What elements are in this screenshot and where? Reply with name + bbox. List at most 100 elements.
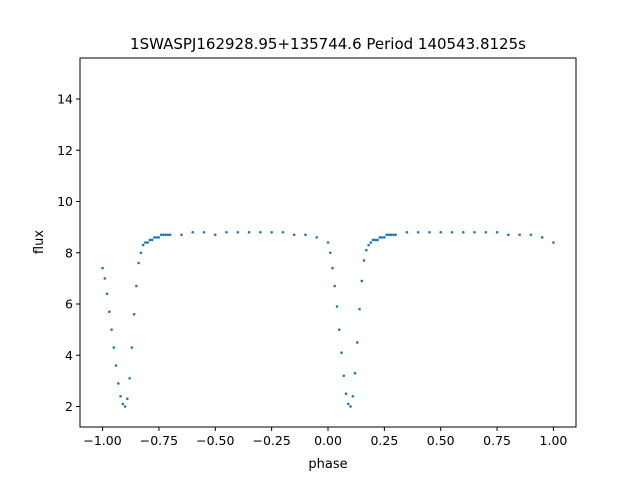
data-point xyxy=(101,266,104,270)
data-point xyxy=(155,236,158,239)
x-tick-label: −0.75 xyxy=(140,433,178,448)
x-tick-label: −0.25 xyxy=(252,433,290,448)
data-point xyxy=(529,233,533,237)
data-point xyxy=(383,236,386,239)
data-point xyxy=(202,230,206,234)
data-point xyxy=(123,405,127,408)
data-point xyxy=(164,233,167,237)
data-point xyxy=(349,405,352,408)
data-point xyxy=(394,233,397,237)
x-tick-label: 0.75 xyxy=(483,433,511,448)
data-point xyxy=(270,230,273,234)
data-point xyxy=(428,230,431,234)
data-point xyxy=(335,305,339,308)
data-point xyxy=(333,284,337,288)
data-point xyxy=(126,397,129,401)
data-point xyxy=(376,238,379,242)
data-point xyxy=(281,230,285,234)
y-axis-label: flux xyxy=(32,230,47,254)
data-point xyxy=(387,233,391,237)
data-point xyxy=(103,277,107,280)
data-point xyxy=(392,233,395,237)
y-tick-label: 10 xyxy=(57,194,73,209)
data-point xyxy=(157,236,161,239)
x-tick-label: 0.50 xyxy=(427,433,455,448)
data-point xyxy=(137,261,140,265)
data-point xyxy=(360,279,364,283)
x-tick-label: 0.00 xyxy=(314,433,342,448)
data-point xyxy=(374,238,377,242)
data-point xyxy=(150,238,154,242)
data-point xyxy=(146,241,149,244)
x-tick-label: 0.25 xyxy=(370,433,398,448)
data-point xyxy=(328,251,332,255)
data-point xyxy=(144,241,147,244)
data-point xyxy=(450,230,454,234)
data-point xyxy=(365,248,368,252)
data-point xyxy=(191,230,195,234)
data-point xyxy=(110,328,113,331)
data-point xyxy=(378,236,382,239)
data-point xyxy=(117,382,120,385)
chart-title: 1SWASPJ162928.95+135744.6 Period 140543.… xyxy=(130,35,526,53)
data-point xyxy=(540,236,544,239)
data-points xyxy=(101,230,555,408)
data-point xyxy=(351,394,355,398)
data-point xyxy=(141,243,145,247)
data-point xyxy=(340,351,343,354)
x-tick-label: −1.00 xyxy=(83,433,121,448)
data-point xyxy=(108,310,111,313)
data-point xyxy=(337,328,341,331)
data-point xyxy=(346,402,350,406)
y-tick-label: 6 xyxy=(65,297,73,312)
data-point xyxy=(353,371,357,375)
data-point xyxy=(292,233,296,237)
data-point xyxy=(362,259,366,262)
y-tick-label: 4 xyxy=(65,348,73,363)
data-point xyxy=(168,233,172,237)
data-point xyxy=(162,233,165,237)
data-point xyxy=(518,233,521,237)
data-point xyxy=(259,230,262,234)
y-tick-label: 14 xyxy=(57,92,73,107)
data-point xyxy=(213,233,217,237)
y-tick-label: 2 xyxy=(65,399,73,414)
data-point xyxy=(405,230,409,234)
x-axis-label: phase xyxy=(308,457,347,472)
data-point xyxy=(326,241,330,244)
data-point xyxy=(180,233,183,237)
data-point xyxy=(380,236,384,239)
data-point xyxy=(389,233,393,237)
data-point xyxy=(148,238,152,242)
data-point xyxy=(344,392,348,395)
data-point xyxy=(304,233,307,237)
data-point xyxy=(484,230,488,234)
data-point xyxy=(367,243,370,247)
data-point xyxy=(225,230,228,234)
data-point xyxy=(356,341,359,344)
data-point xyxy=(121,402,125,406)
data-point xyxy=(331,266,334,270)
data-point xyxy=(119,394,122,398)
data-point xyxy=(139,251,143,255)
y-tick-label: 12 xyxy=(57,143,73,158)
data-point xyxy=(416,230,420,234)
data-point xyxy=(236,230,240,234)
data-point xyxy=(132,312,136,316)
x-tick-label: 1.00 xyxy=(540,433,568,448)
data-point xyxy=(371,238,375,242)
data-point xyxy=(128,377,131,380)
data-point xyxy=(358,307,361,311)
data-point xyxy=(439,230,443,234)
data-point xyxy=(130,346,134,349)
data-point xyxy=(385,233,388,237)
data-point xyxy=(112,346,116,349)
y-tick-label: 8 xyxy=(65,245,73,260)
data-point xyxy=(495,230,499,234)
data-point xyxy=(552,241,555,244)
data-point xyxy=(315,236,319,239)
x-axis: −1.00 −0.75 −0.50 −0.25 0.00 0.25 0.50 0.75 1.00 xyxy=(83,427,567,448)
data-point xyxy=(369,241,373,244)
